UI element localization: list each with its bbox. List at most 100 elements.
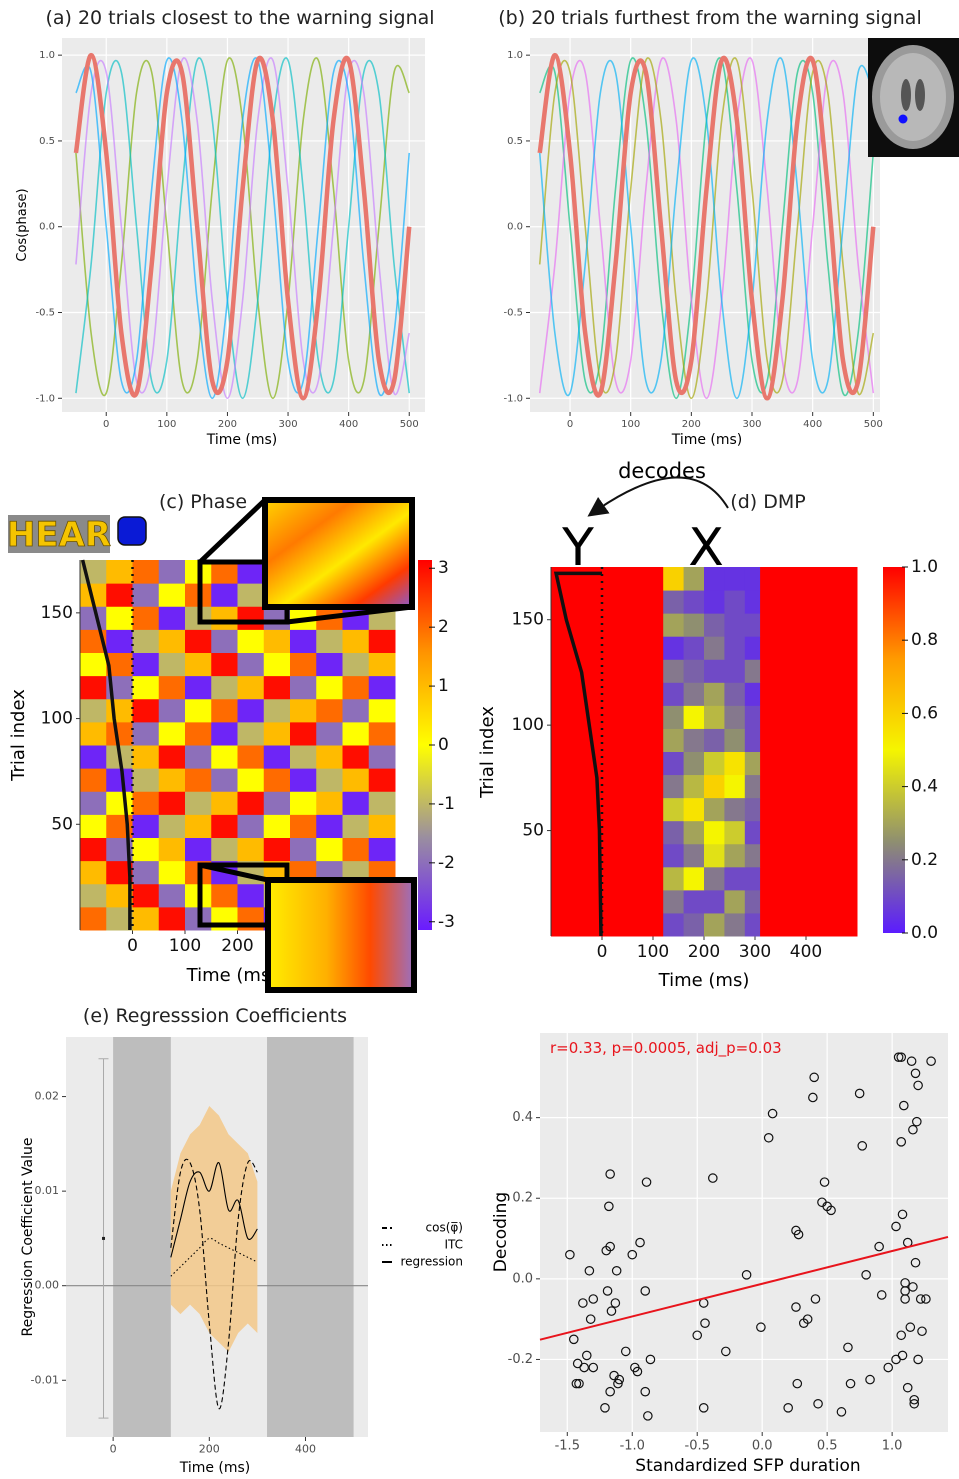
x-tick-label: 0.0 [752,1438,773,1453]
heat-cell [368,698,396,723]
x-axis-label: Standardized SFP duration [635,1456,860,1476]
heat-cell [368,652,396,677]
heat-cell [760,797,858,822]
scatter-point [579,1362,589,1373]
heat-cell [132,583,160,607]
heat-cell [760,843,858,868]
y-tick-label: -1.0 [35,393,55,404]
x-tick-label: 0.5 [817,1438,838,1453]
x-tick-label: 400 [295,1443,316,1456]
heat-cell [185,745,212,769]
heat-cell [368,768,396,792]
heat-cell [158,560,186,584]
heat-cell [744,912,761,937]
scatter-point [808,1092,818,1103]
heat-cell [704,820,725,845]
heat-cell [263,768,291,792]
heat-cell [744,820,761,845]
heat-cell [80,768,107,792]
heat-cell [760,912,858,937]
x-tick-label: 400 [790,942,822,962]
heat-cell [551,889,664,914]
heat-cell [80,721,107,746]
scatter-point [819,1177,830,1187]
heat-cell [80,791,107,815]
heat-cell [290,814,317,838]
zoom-connector [199,862,269,883]
scatter-point [909,1398,920,1409]
heat-cell [132,837,160,862]
heat-cell [744,751,761,776]
heat-cell [237,583,265,607]
heat-cell [106,629,133,653]
error-point [102,1236,106,1240]
heat-cell [132,814,160,838]
heat-cell [158,883,186,908]
colorbar-label: 3 [438,558,449,578]
scatter-point [802,1314,813,1324]
heat-cell [551,705,664,729]
heat-cell [132,560,160,584]
heat-cell [760,705,858,729]
heat-cell [663,590,685,614]
heat-cell [80,814,107,838]
x-tick-label: 100 [621,419,640,430]
heat-cell [704,728,725,752]
heat-cell [106,652,133,677]
heat-cell [683,866,705,891]
heat-cell [342,698,370,723]
heat-cell [704,889,725,914]
scatter-point [926,1056,936,1067]
panel: -1.0 -0.5 0.0 0.5 1.0 0 100 200 300 400 500 [503,38,883,430]
heat-cell [106,906,133,931]
heat-cell [237,652,265,677]
heat-cell [551,659,664,683]
heat-cell [724,797,746,822]
heat-cell [132,675,160,700]
scatter-point [643,1411,653,1421]
heat-cell [663,751,685,776]
heat-cell [704,751,725,776]
scatter-point [915,1294,926,1304]
heat-cell [132,698,160,723]
heat-cell [704,567,725,591]
scatter-point [565,1249,575,1260]
x-tick-label: 400 [339,419,358,430]
heat-cell [342,745,370,769]
zoom-box [262,497,415,610]
scatter-point [893,1052,904,1062]
heat-cell [342,791,370,815]
series-line [73,52,412,401]
x-axis-label: Time (ms) [186,965,278,986]
heat-cell [744,843,761,868]
heat-cell [237,606,265,630]
scatter-point [783,1403,793,1413]
scatter-point [614,1374,625,1385]
heat-cell [263,652,291,677]
y-tick-label: -0.5 [35,307,55,318]
heat-cell [263,675,291,700]
colorbar-label: 1 [438,676,449,696]
heat-cell [551,866,664,891]
colorbar-label: -3 [438,912,455,932]
plot-layer: -1.0-0.50.00.51.00 100 200 300 400 500 -1.0 -0.… [31,38,949,1456]
heat-cell [316,698,343,723]
scatter-point [905,1322,916,1333]
scatter-point [585,1314,596,1324]
heat-cell [316,814,343,838]
series-line [75,57,411,400]
heat-cell [683,682,705,706]
scatter-point [845,1378,856,1389]
heat-cell [158,652,186,677]
series-line [170,1162,258,1258]
scatter-point [876,1290,887,1300]
heat-cell [237,675,265,700]
scatter-point [896,1137,907,1147]
scatter-point [600,1403,610,1413]
scatter-point [635,1237,645,1248]
heat-cell [316,652,343,677]
y-tick-label: 0.0 [507,222,523,233]
heat-cell [663,682,685,706]
heat-cell [663,820,685,845]
scatter-point [604,1201,614,1212]
